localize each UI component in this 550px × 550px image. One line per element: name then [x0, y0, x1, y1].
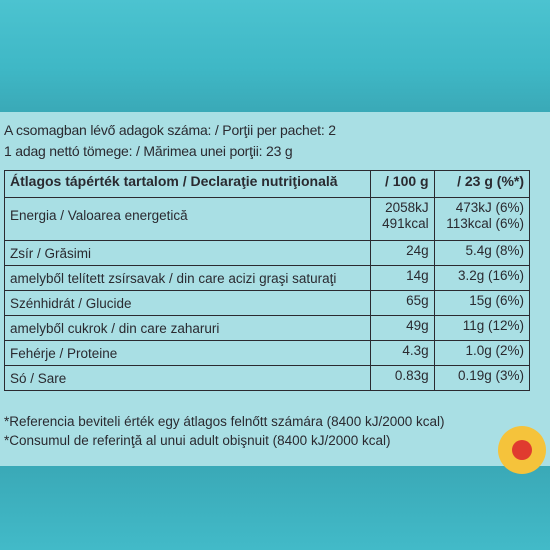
- table-row: Fehérje / Proteine 4.3g 1.0g (2%): [3, 340, 531, 366]
- net-weight-line: 1 adag nettó tömege: / Mărimea unei porţ…: [4, 143, 293, 159]
- row-label: Fehérje / Proteine: [3, 340, 372, 366]
- nutrition-table: Átlagos tápérték tartalom / Declaraţie n…: [3, 170, 531, 391]
- row-portion: 3.2g (16%): [433, 265, 531, 291]
- package-top-band: [0, 0, 550, 112]
- row-portion: 5.4g (8%): [433, 240, 531, 266]
- table-row: Zsír / Grăsimi 24g 5.4g (8%): [3, 240, 531, 266]
- row-portion: 15g (6%): [433, 290, 531, 316]
- row-per100: 4.3g: [370, 340, 435, 366]
- energy-label: Energia / Valoarea energetică: [10, 208, 188, 223]
- row-per100: 65g: [370, 290, 435, 316]
- row-per100: 14g: [370, 265, 435, 291]
- table-row: Só / Sare 0.83g 0.19g (3%): [3, 365, 531, 391]
- row-per100: 24g: [370, 240, 435, 266]
- header-per-portion: / 23 g (%*): [433, 170, 531, 198]
- header-nutrient: Átlagos tápérték tartalom / Declaraţie n…: [3, 170, 372, 198]
- footnote-hungarian: *Referencia beviteli érték egy átlagos f…: [4, 414, 445, 429]
- footnote-romanian: *Consumul de referinţă al unui adult obi…: [4, 433, 391, 448]
- row-per100: 49g: [370, 315, 435, 341]
- portions-line: A csomagban lévő adagok száma: / Porţii …: [4, 122, 336, 138]
- row-label: Zsír / Grăsimi: [3, 240, 372, 266]
- table-row: Szénhidrát / Glucide 65g 15g (6%): [3, 290, 531, 316]
- table-header-row: Átlagos tápérték tartalom / Declaraţie n…: [3, 170, 531, 198]
- row-portion: 1.0g (2%): [433, 340, 531, 366]
- row-portion: 0.19g (3%): [433, 365, 531, 391]
- table-row: amelyből cukrok / din care zaharuri 49g …: [3, 315, 531, 341]
- header-per-100g: / 100 g: [370, 170, 435, 198]
- energy-per100-kj: 2058kJ: [385, 200, 429, 215]
- logo-badge-center: [512, 440, 532, 460]
- energy-row: Energia / Valoarea energetică 2058kJ 491…: [3, 197, 531, 241]
- row-per100: 0.83g: [370, 365, 435, 391]
- table-row: amelyből telített zsírsavak / din care a…: [3, 265, 531, 291]
- energy-portion-kcal: 113kcal (6%): [446, 216, 524, 231]
- row-label: amelyből telített zsírsavak / din care a…: [3, 265, 372, 291]
- row-label: Só / Sare: [3, 365, 372, 391]
- row-portion: 11g (12%): [433, 315, 531, 341]
- row-label: Szénhidrát / Glucide: [3, 290, 372, 316]
- package-bottom-band: [0, 466, 550, 550]
- energy-per100-kcal: 491kcal: [382, 216, 429, 231]
- energy-portion-kj: 473kJ (6%): [455, 200, 524, 215]
- row-label: amelyből cukrok / din care zaharuri: [3, 315, 372, 341]
